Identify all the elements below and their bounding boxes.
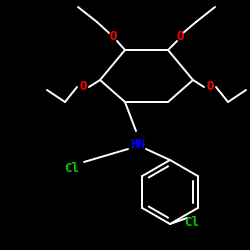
Text: Cl: Cl	[64, 162, 80, 174]
Text: Cl: Cl	[184, 216, 200, 230]
Text: HN: HN	[130, 138, 146, 151]
Text: O: O	[206, 80, 214, 94]
Text: O: O	[176, 30, 184, 44]
Text: O: O	[109, 30, 117, 44]
Text: O: O	[79, 80, 87, 94]
